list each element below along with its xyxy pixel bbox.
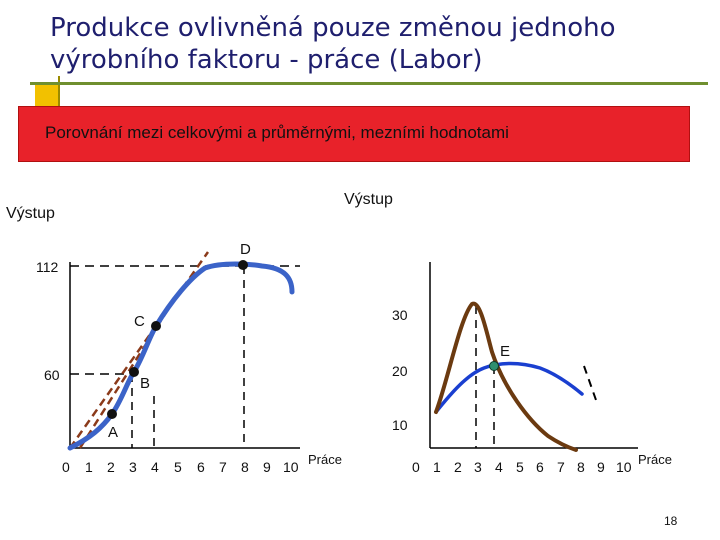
banner-text: Porovnání mezi celkovými a průměrnými, m…: [45, 123, 509, 142]
title-line-2: výrobního faktoru - práce (Labor): [50, 45, 483, 75]
point-d: [238, 260, 248, 270]
point-b: [129, 367, 139, 377]
right-xtick-8: 8: [577, 459, 585, 475]
left-xtick-3: 3: [129, 459, 137, 475]
label-a: A: [108, 424, 118, 441]
right-xtick-4: 4: [495, 459, 503, 475]
right-xtick-3: 3: [474, 459, 482, 475]
left-chart: Výstup 112 60 A B C D 0 1 2 3 4 5: [6, 205, 342, 475]
left-xtick-10: 10: [283, 459, 299, 475]
right-xlabel: Práce: [638, 452, 672, 467]
title-line-1: Produkce ovlivněná pouze změnou jednoho: [50, 13, 616, 43]
right-xtick-2: 2: [454, 459, 462, 475]
left-xtick-8: 8: [241, 459, 249, 475]
left-ytick-60: 60: [44, 367, 60, 383]
left-xlabel: Práce: [308, 452, 342, 467]
right-xtick-9: 9: [597, 459, 605, 475]
right-x-ticks: 0 1 2 3 4 5 6 7 8 9 10: [412, 459, 632, 475]
right-xtick-0: 0: [412, 459, 420, 475]
right-xtick-6: 6: [536, 459, 544, 475]
left-xtick-2: 2: [107, 459, 115, 475]
decorative-square: [35, 84, 59, 106]
point-e: [489, 361, 499, 371]
left-ytick-112: 112: [36, 259, 59, 275]
point-a: [107, 409, 117, 419]
left-xtick-5: 5: [174, 459, 182, 475]
title-underline: [30, 82, 708, 85]
decorative-vertical-line: [58, 76, 60, 108]
label-b: B: [140, 375, 150, 392]
left-xtick-4: 4: [151, 459, 159, 475]
right-xtick-10: 10: [616, 459, 632, 475]
slide-title: Produkce ovlivněná pouze změnou jednoho …: [50, 12, 700, 76]
right-xtick-7: 7: [557, 459, 565, 475]
left-xtick-9: 9: [263, 459, 271, 475]
marginal-product-curve: [434, 301, 578, 452]
left-ylabel: Výstup: [6, 205, 55, 222]
right-ytick-30: 30: [392, 307, 408, 323]
right-dashed-tail: [583, 365, 597, 401]
label-d: D: [240, 241, 251, 258]
right-ytick-10: 10: [392, 417, 408, 433]
average-product-curve: [434, 361, 584, 414]
comparison-banner: Porovnání mezi celkovými a průměrnými, m…: [18, 106, 690, 162]
label-c: C: [134, 313, 145, 330]
right-ylabel: Výstup: [344, 191, 393, 208]
total-product-curve: [67, 261, 295, 451]
right-chart: Výstup 30 20 10 E 0 1 2 3 4 5 6 7 8 9 10…: [344, 191, 672, 475]
page-number: 18: [664, 514, 678, 528]
left-xtick-0: 0: [62, 459, 70, 475]
right-xtick-5: 5: [516, 459, 524, 475]
label-e: E: [500, 343, 510, 360]
left-xtick-7: 7: [219, 459, 227, 475]
left-xtick-6: 6: [197, 459, 205, 475]
left-xtick-1: 1: [85, 459, 93, 475]
right-xtick-1: 1: [433, 459, 441, 475]
left-x-ticks: 0 1 2 3 4 5 6 7 8 9 10: [62, 459, 299, 475]
right-ytick-20: 20: [392, 363, 408, 379]
point-c: [151, 321, 161, 331]
